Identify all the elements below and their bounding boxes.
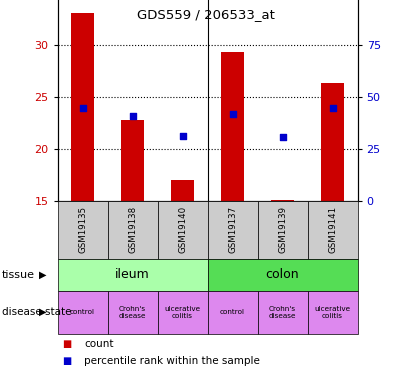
Bar bbox=[208, 201, 258, 259]
Text: control: control bbox=[220, 309, 245, 315]
Text: ulcerative
colitis: ulcerative colitis bbox=[164, 306, 201, 319]
Text: GSM19139: GSM19139 bbox=[278, 206, 287, 253]
Point bbox=[279, 134, 286, 140]
Bar bbox=[157, 201, 208, 259]
Text: count: count bbox=[84, 339, 114, 349]
Bar bbox=[307, 291, 358, 334]
Bar bbox=[171, 180, 194, 201]
Bar bbox=[321, 83, 344, 201]
Point bbox=[79, 105, 86, 111]
Text: GSM19138: GSM19138 bbox=[128, 206, 137, 253]
Bar bbox=[71, 13, 94, 201]
Bar bbox=[157, 291, 208, 334]
Bar bbox=[307, 201, 358, 259]
Bar bbox=[221, 52, 244, 201]
Point bbox=[129, 113, 136, 119]
Text: ■: ■ bbox=[62, 339, 71, 349]
Bar bbox=[258, 291, 307, 334]
Text: GSM19137: GSM19137 bbox=[228, 206, 237, 253]
Bar bbox=[258, 201, 307, 259]
Point bbox=[229, 111, 236, 117]
Text: ileum: ileum bbox=[115, 268, 150, 281]
Bar bbox=[271, 200, 294, 201]
Text: GSM19141: GSM19141 bbox=[328, 206, 337, 253]
Bar bbox=[58, 201, 108, 259]
Text: ■: ■ bbox=[62, 356, 71, 366]
Text: GSM19140: GSM19140 bbox=[178, 206, 187, 253]
Text: Crohn's
disease: Crohn's disease bbox=[119, 306, 146, 319]
Point bbox=[329, 105, 336, 111]
Text: colon: colon bbox=[266, 268, 299, 281]
Text: GSM19135: GSM19135 bbox=[78, 206, 87, 253]
Text: Crohn's
disease: Crohn's disease bbox=[269, 306, 296, 319]
Bar bbox=[208, 259, 358, 291]
Text: GDS559 / 206533_at: GDS559 / 206533_at bbox=[136, 8, 275, 21]
Bar bbox=[108, 201, 157, 259]
Text: control: control bbox=[70, 309, 95, 315]
Text: ▶: ▶ bbox=[39, 270, 47, 280]
Text: ulcerative
colitis: ulcerative colitis bbox=[314, 306, 351, 319]
Text: disease state: disease state bbox=[2, 307, 72, 317]
Bar bbox=[108, 291, 157, 334]
Bar bbox=[58, 259, 208, 291]
Bar bbox=[208, 291, 258, 334]
Bar bbox=[121, 120, 144, 201]
Point bbox=[179, 133, 186, 139]
Bar bbox=[58, 291, 108, 334]
Text: ▶: ▶ bbox=[39, 307, 47, 317]
Text: percentile rank within the sample: percentile rank within the sample bbox=[84, 356, 260, 366]
Text: tissue: tissue bbox=[2, 270, 35, 280]
